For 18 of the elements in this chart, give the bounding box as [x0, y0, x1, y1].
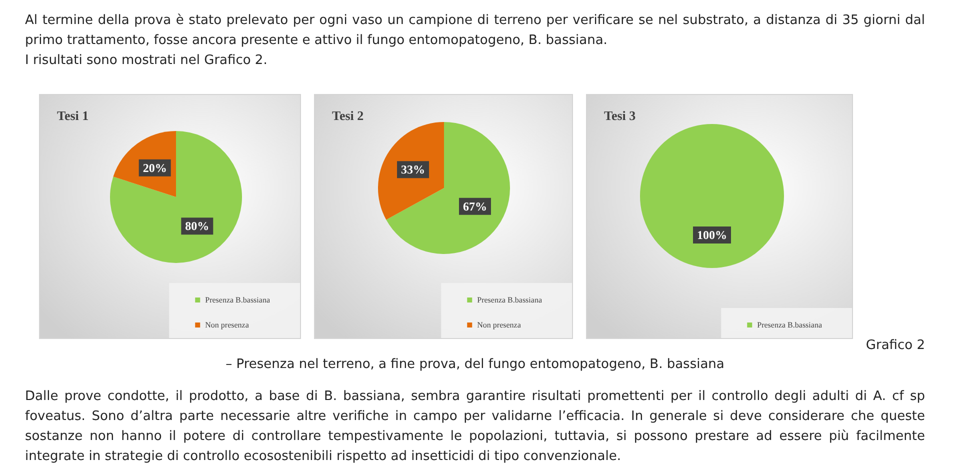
- text: – Presenza nel terreno, a fine prova, del fungo entomopatogeno, B. bassiana: [224, 356, 726, 374]
- legend-label: Presenza B.bassiana: [477, 296, 542, 304]
- chart-title: Tesi 2: [332, 108, 364, 123]
- text: I risultati sono mostrati nel Grafico 2.: [25, 52, 268, 70]
- data-label: 20%: [142, 160, 167, 175]
- chart-title: Tesi 3: [604, 108, 636, 123]
- text: Grafico 2: [866, 338, 925, 353]
- text: Dalle prove condotte, il prodotto, a base di B. bassiana, sembra garantire risultati promettenti per il controllo degli adulti di A. cf sp foveatus. Sono d’altra parte necessarie altre verifiche in campo per validarne l’efficacia. In generale si deve considerare che queste sostanze non hanno il potere di controllare tempestivamente le popolazioni, tuttavia, si possono prestare ad essere più facilmente integrate in strategie di controllo ecosostenibili rispetto ad insetticidi di tipo convenzionale.: [25, 388, 925, 466]
- data-label: 33%: [401, 162, 426, 177]
- text: Al termine della prova è stato prelevato per ogni vaso un campione di terreno per verificare se nel substrato, a distanza di 35 giorni dal primo trattamento, fosse ancora presente e attivo il fungo entomopatogeno, B. bassiana.: [25, 12, 925, 50]
- legend-label: Presenza B.bassiana: [757, 320, 822, 330]
- chart-title: Tesi 1: [57, 108, 89, 123]
- data-label: 80%: [185, 219, 210, 234]
- legend-label: Non presenza: [205, 320, 250, 330]
- data-label: 100%: [697, 228, 727, 242]
- legend-label: Non presenza: [477, 320, 522, 330]
- data-label: 67%: [462, 199, 487, 214]
- legend-label: Presenza B.bassiana: [205, 296, 270, 304]
